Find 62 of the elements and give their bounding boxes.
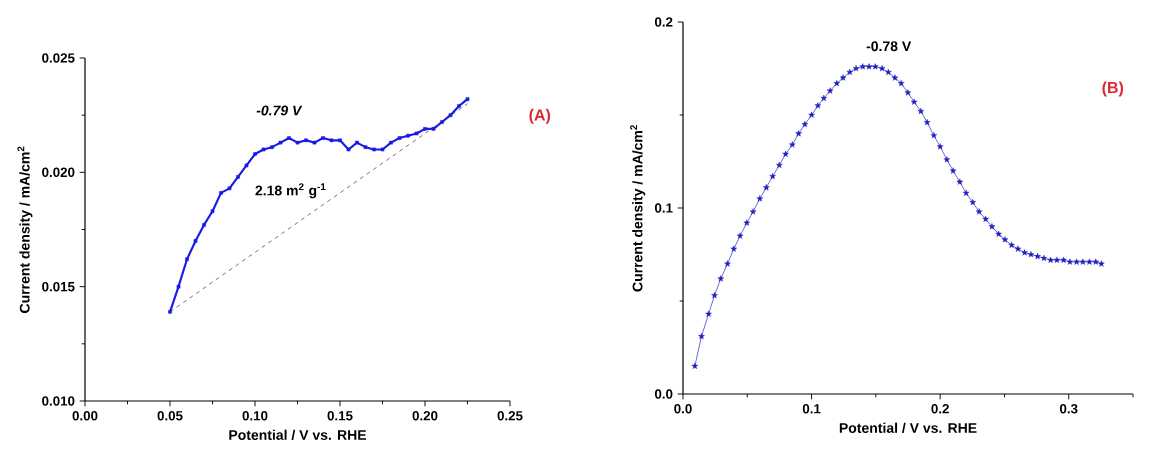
y-tick-label: 0.1 bbox=[654, 203, 673, 213]
annotation: (B) bbox=[1102, 81, 1124, 97]
point bbox=[227, 186, 232, 191]
point bbox=[193, 239, 198, 243]
annotation: -0.78 V bbox=[866, 41, 912, 52]
y-tick-label: 0.025 bbox=[42, 53, 75, 63]
point bbox=[448, 113, 453, 117]
x-tick-label: 0.3 bbox=[1059, 404, 1078, 414]
x-tick-label: 0.20 bbox=[412, 411, 438, 421]
point bbox=[338, 138, 342, 143]
point bbox=[431, 127, 436, 131]
y-tick-label: 0.0 bbox=[654, 389, 673, 399]
point bbox=[270, 145, 274, 149]
x-tick-label: 0.15 bbox=[327, 411, 353, 421]
x-axis-title: Potential / V vs. RHE bbox=[229, 429, 367, 441]
point bbox=[346, 147, 351, 152]
point bbox=[397, 136, 402, 140]
point bbox=[321, 136, 325, 140]
point bbox=[168, 310, 172, 314]
point bbox=[406, 133, 410, 138]
point bbox=[329, 138, 334, 143]
y-axis-title: Current density / mA/cm$^{2}$ bbox=[17, 146, 33, 313]
x-axis-title: Potential / V vs. RHE bbox=[839, 422, 977, 434]
y-tick-label: 0.2 bbox=[654, 17, 673, 27]
x-tick-label: 0.10 bbox=[242, 411, 268, 421]
text: (A) bbox=[529, 108, 551, 124]
y-tick-label: 0.015 bbox=[42, 281, 75, 292]
point bbox=[295, 140, 300, 145]
annotation: -0.79 V bbox=[256, 105, 303, 116]
x-tick-label: 0.2 bbox=[931, 404, 949, 414]
point bbox=[287, 136, 291, 140]
x-tick-label: 0.00 bbox=[72, 411, 98, 421]
point bbox=[219, 191, 223, 195]
point bbox=[236, 175, 240, 179]
y-tick-label: 0.020 bbox=[42, 167, 75, 178]
point bbox=[414, 131, 419, 136]
point bbox=[244, 163, 249, 168]
point bbox=[312, 140, 317, 145]
annotation: 2.18 m$^{2}$ g$^{-1}$ bbox=[255, 183, 326, 199]
point bbox=[465, 97, 470, 101]
x-tick-label: 0.1 bbox=[802, 404, 821, 414]
point bbox=[440, 120, 444, 124]
point bbox=[202, 223, 206, 227]
point bbox=[389, 140, 393, 145]
x-tick-label: 0.0 bbox=[674, 404, 692, 414]
x-tick-label: 0.05 bbox=[157, 411, 183, 421]
point bbox=[380, 147, 385, 152]
point bbox=[457, 104, 461, 108]
y-tick-label: 0.010 bbox=[42, 396, 75, 406]
point bbox=[372, 147, 376, 152]
y-axis-title: Current density / mA/cm$^{2}$ bbox=[630, 125, 646, 292]
point bbox=[423, 127, 427, 131]
point bbox=[363, 145, 368, 149]
point bbox=[210, 209, 215, 214]
x-tick-label: 0.25 bbox=[497, 411, 523, 421]
point bbox=[261, 147, 266, 152]
point bbox=[176, 284, 181, 289]
point bbox=[304, 138, 308, 143]
point bbox=[253, 152, 257, 156]
point bbox=[278, 140, 283, 145]
point bbox=[185, 257, 189, 262]
point bbox=[355, 140, 359, 145]
